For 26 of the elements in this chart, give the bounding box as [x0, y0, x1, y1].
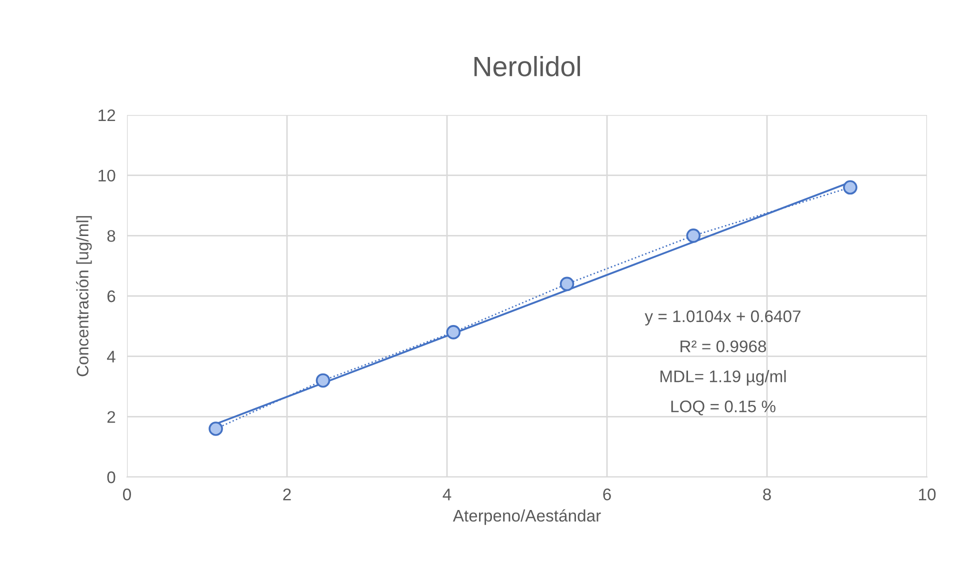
- point: [316, 373, 330, 388]
- x-tick-label: 0: [123, 488, 131, 500]
- y-tick-label: 4: [107, 350, 116, 362]
- x-tick-label: 10: [919, 488, 936, 500]
- point: [843, 180, 858, 195]
- x-axis-title: Aterpeno/Aestándar: [452, 509, 601, 525]
- y-tick-label: 12: [98, 109, 116, 122]
- y-tick-label: 2: [107, 411, 116, 423]
- y-tick-label: 0: [107, 471, 116, 484]
- x-tick-label: 4: [442, 488, 452, 500]
- x-tick-label: 6: [603, 488, 611, 500]
- annotation: MDL= 1.19 µg/ml: [660, 370, 786, 386]
- x-tick-label: 2: [283, 488, 291, 500]
- point: [446, 325, 461, 340]
- y-tick-label: 10: [98, 170, 116, 182]
- point: [686, 228, 701, 243]
- y-tick-label: 6: [107, 290, 116, 302]
- x-tick-label: 8: [763, 488, 771, 500]
- annotation: R² = 0.9968: [680, 340, 766, 352]
- chart-title: Nerolidol: [474, 56, 580, 76]
- annotation: LOQ = 0.15 %: [671, 400, 776, 416]
- y-tick-label: 8: [107, 230, 116, 242]
- annotation: y = 1.0104x + 0.6407: [644, 310, 800, 326]
- y-axis-title: Concentración [ug/ml]: [76, 216, 92, 376]
- point: [208, 422, 223, 436]
- point: [560, 276, 574, 292]
